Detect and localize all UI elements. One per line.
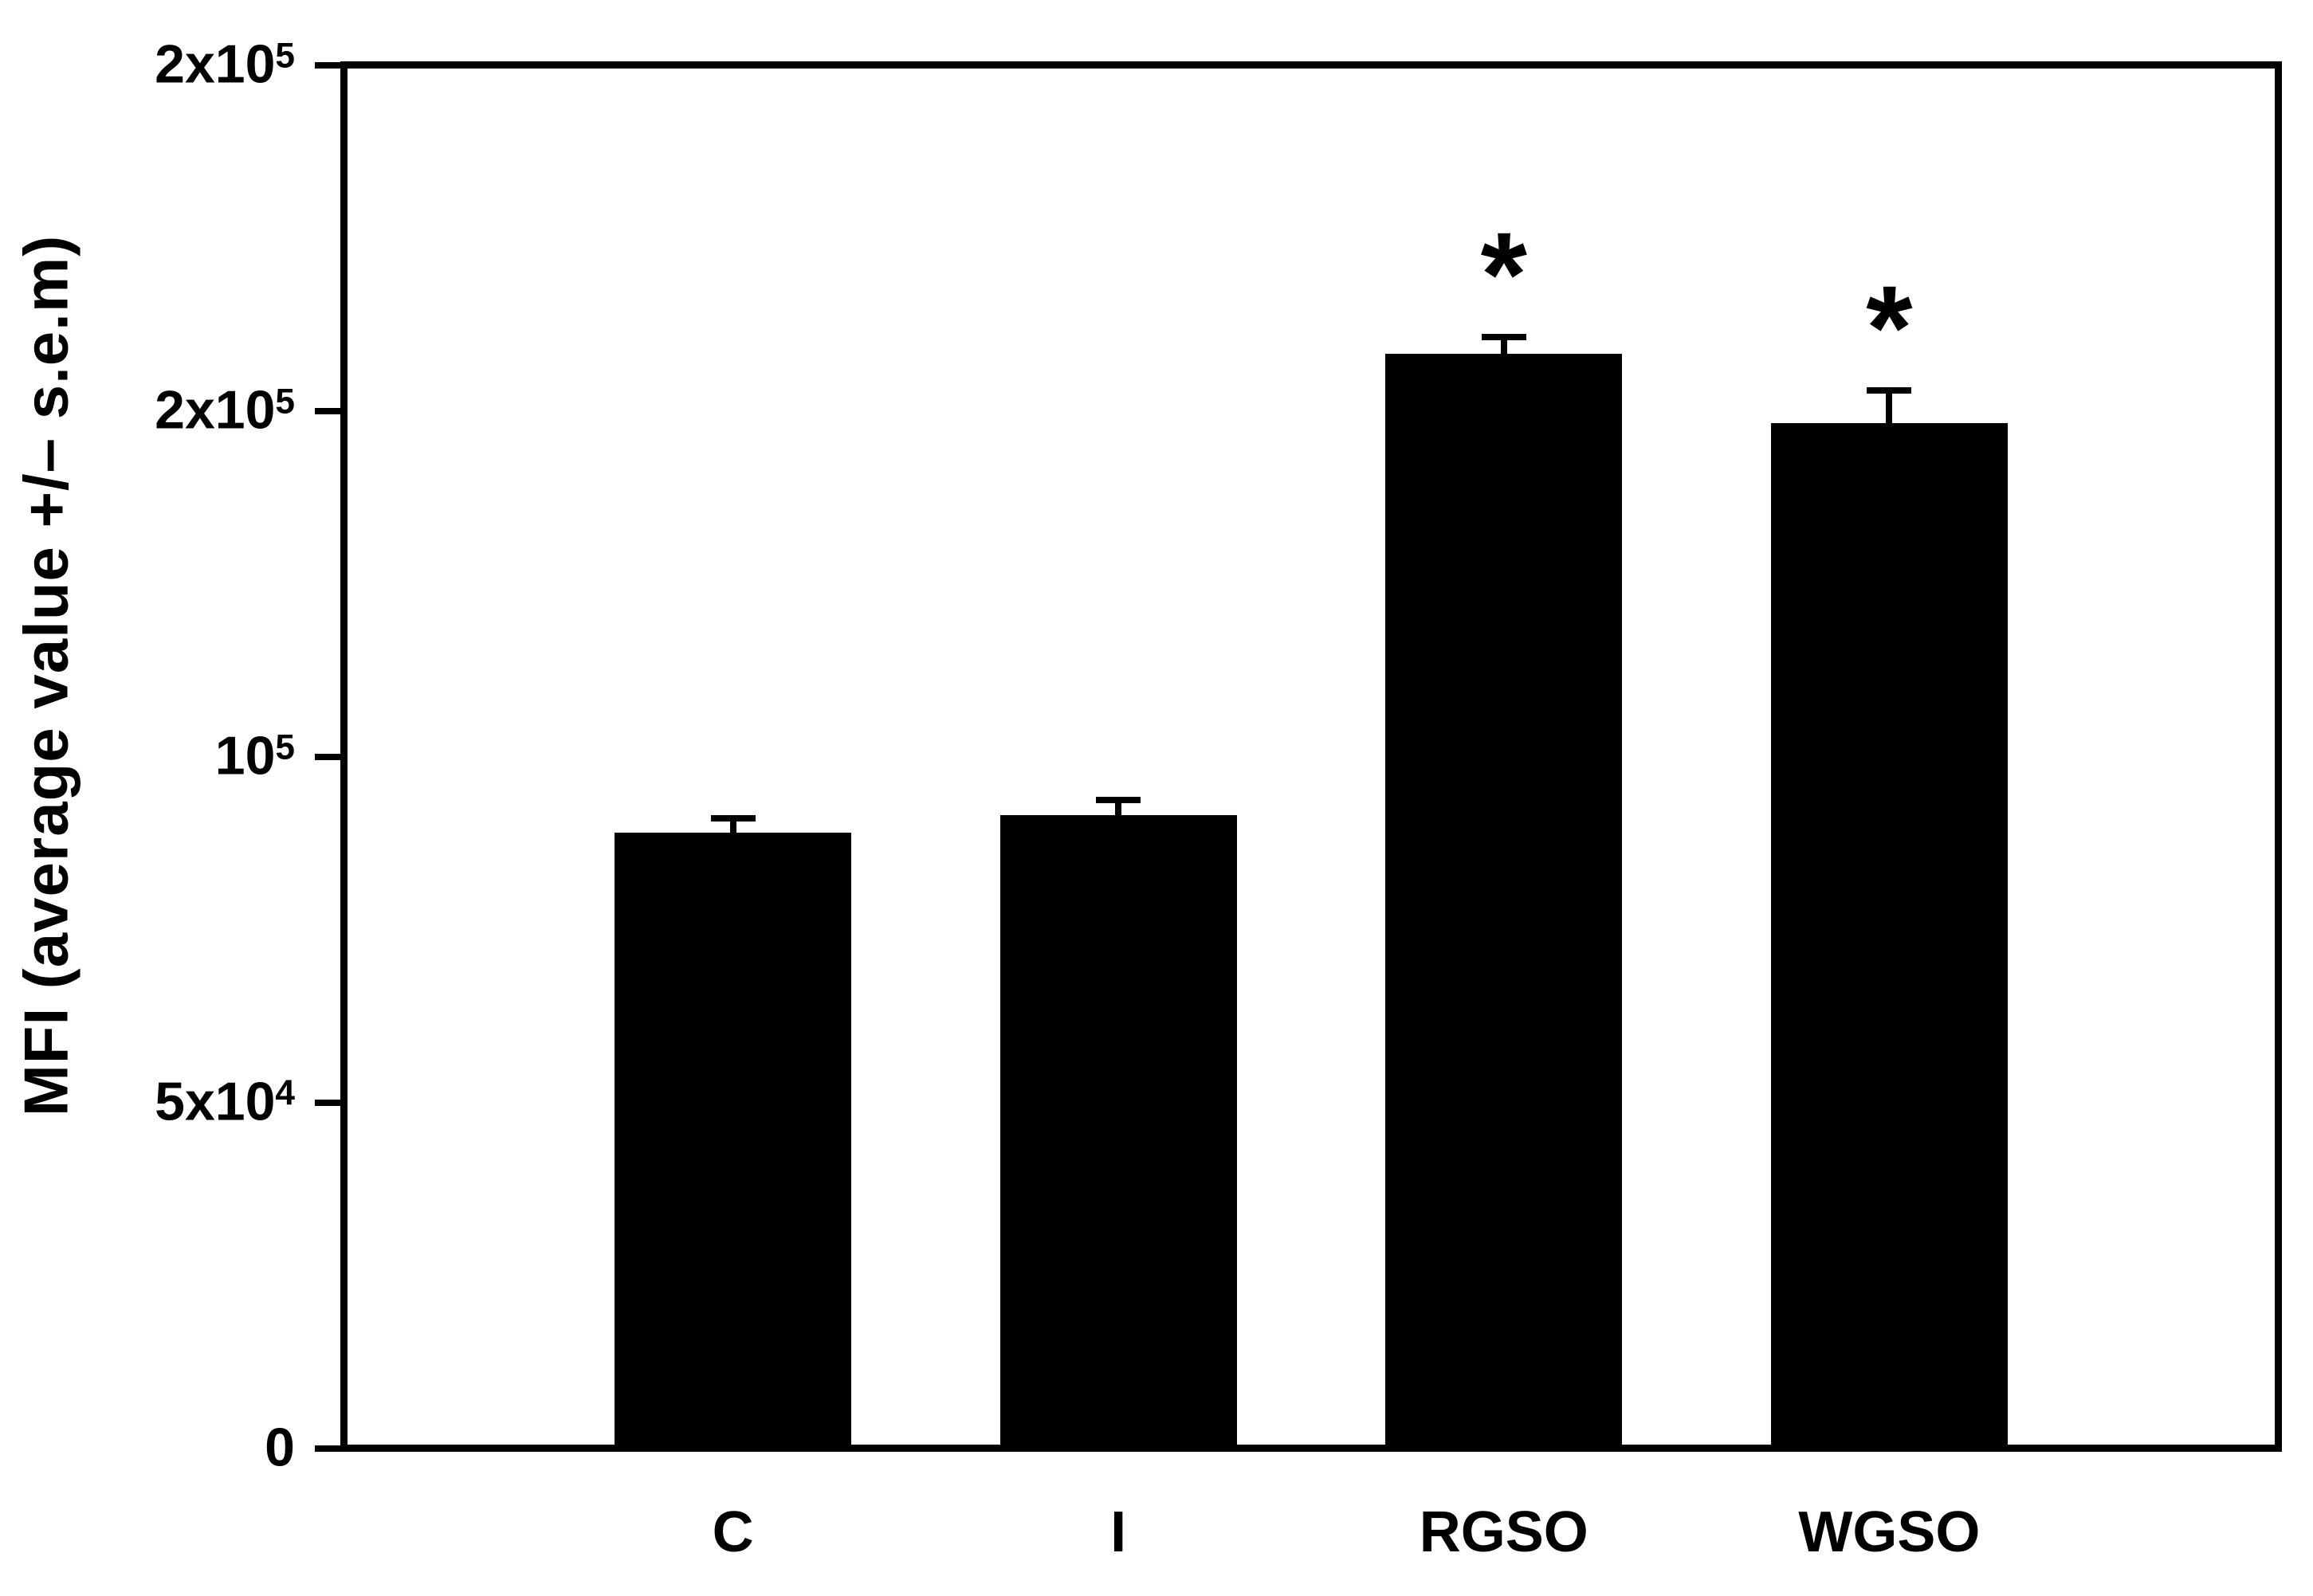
significance-asterisk: * <box>1866 260 1913 394</box>
x-category-label: WGSO <box>1798 1500 1981 1564</box>
y-tick-label-base: 5x10 <box>155 1070 276 1131</box>
y-tick-label-exponent: 5 <box>275 35 295 75</box>
error-bar-stem <box>1115 797 1122 820</box>
y-tick-mark <box>315 61 340 69</box>
x-category-label: C <box>712 1500 754 1564</box>
y-tick-label: 0 <box>265 1416 295 1478</box>
bar-c <box>615 832 852 1445</box>
y-tick-mark <box>315 753 340 760</box>
y-tick-label-base: 2x10 <box>155 378 276 440</box>
y-axis-title: MFI (average value +/– s.e.m) <box>10 234 81 1117</box>
y-tick-label: 2x105 <box>155 378 295 441</box>
y-tick-label-base: 10 <box>214 724 276 786</box>
x-category-label: RGSO <box>1419 1500 1588 1564</box>
error-bar-stem <box>729 814 736 837</box>
y-tick-label: 105 <box>215 724 295 786</box>
x-category-label: I <box>1110 1500 1127 1564</box>
y-tick-label-exponent: 5 <box>275 381 295 421</box>
y-tick-mark <box>315 407 340 414</box>
bar-rgso <box>1385 354 1623 1445</box>
error-bar-stem <box>1886 386 1893 428</box>
y-tick-label-base: 2x10 <box>155 33 276 94</box>
y-tick-label-base: 0 <box>265 1416 295 1477</box>
y-tick-mark <box>315 1445 340 1452</box>
error-bar-cap <box>710 814 756 822</box>
error-bar-stem <box>1500 334 1507 359</box>
y-tick-label: 5x104 <box>155 1070 295 1132</box>
plot-area: * * <box>340 61 2282 1452</box>
bar-wgso <box>1770 422 2008 1445</box>
error-bar-cap <box>1867 386 1912 394</box>
y-tick-label-exponent: 5 <box>275 727 295 767</box>
y-tick-mark <box>315 1099 340 1106</box>
y-tick-label-exponent: 4 <box>275 1072 295 1112</box>
error-bar-cap <box>1096 797 1141 804</box>
y-tick-label: 2x105 <box>155 33 295 95</box>
bar-i <box>999 814 1237 1445</box>
error-bar-cap <box>1481 334 1526 341</box>
significance-asterisk: * <box>1480 207 1527 342</box>
